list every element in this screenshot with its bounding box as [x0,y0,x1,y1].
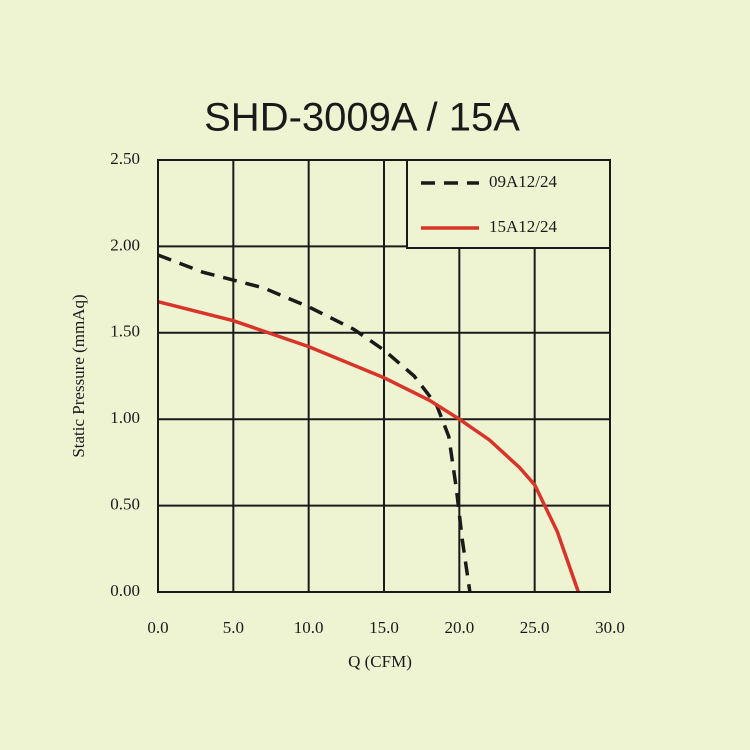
legend-label: 09A12/24 [489,172,558,191]
y-tick-label: 1.50 [110,322,140,341]
x-tick-label: 15.0 [369,618,399,637]
x-tick-label: 30.0 [595,618,625,637]
series-line [157,299,581,593]
chart-title: SHD-3009A / 15A [204,96,520,140]
y-tick-label: 0.00 [110,581,140,600]
x-tick-label: 25.0 [520,618,550,637]
x-tick-label: 20.0 [444,618,474,637]
x-tick-label: 0.0 [147,618,168,637]
series-line [157,253,472,593]
x-tick-label: 10.0 [294,618,324,637]
x-tick-label: 5.0 [223,618,244,637]
x-axis-label: Q (CFM) [348,652,412,671]
y-tick-label: 2.50 [110,149,140,168]
plot-border [157,159,611,593]
y-tick-label: 0.50 [110,495,140,514]
y-tick-label: 1.00 [110,408,140,427]
y-tick-label: 2.00 [110,235,140,254]
y-axis-label: Static Pressure (mmAq) [69,294,88,457]
legend-label: 15A12/24 [489,217,558,236]
